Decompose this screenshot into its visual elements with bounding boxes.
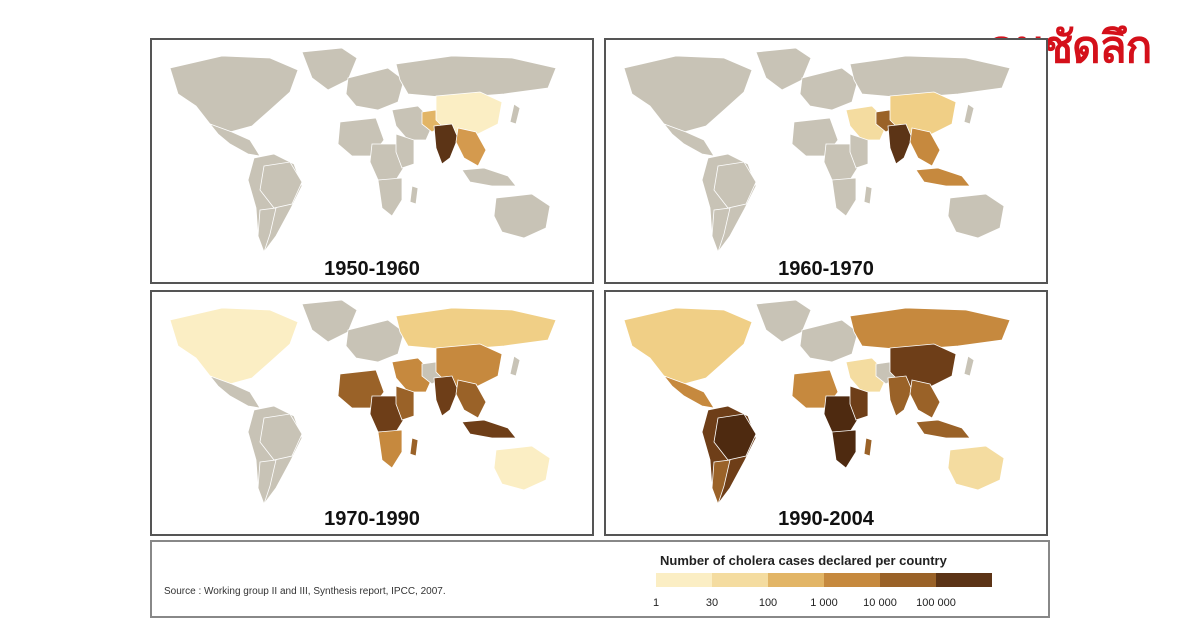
map-panel-1950-1960: 1950-1960 bbox=[150, 38, 594, 284]
region-australia bbox=[493, 445, 551, 491]
region-russia bbox=[395, 55, 557, 99]
region-australia bbox=[493, 193, 551, 239]
region-seasia bbox=[909, 379, 941, 419]
region-argentina bbox=[257, 207, 277, 254]
region-northamerica bbox=[169, 55, 299, 133]
region-japan bbox=[509, 355, 521, 377]
region-russia bbox=[849, 55, 1011, 99]
region-japan bbox=[963, 355, 975, 377]
region-seasia bbox=[455, 127, 487, 167]
region-europe bbox=[799, 67, 859, 111]
region-russia bbox=[395, 307, 557, 351]
region-northamerica bbox=[623, 55, 753, 133]
map-panel-1960-1970: 1960-1970 bbox=[604, 38, 1048, 284]
region-eastafrica bbox=[395, 385, 415, 421]
region-australia bbox=[947, 445, 1005, 491]
legend-swatch bbox=[712, 573, 768, 587]
world-map-1960-1970 bbox=[623, 47, 1011, 254]
region-argentina bbox=[711, 459, 731, 506]
region-northamerica bbox=[169, 307, 299, 385]
period-label: 1990-2004 bbox=[778, 508, 874, 530]
period-label: 1970-1990 bbox=[324, 508, 420, 530]
legend-tick: 10 000 bbox=[863, 597, 897, 609]
region-madagascar bbox=[863, 437, 873, 457]
region-russia bbox=[849, 307, 1011, 351]
legend-tick: 100 000 bbox=[916, 597, 956, 609]
region-brazil bbox=[713, 413, 757, 461]
legend-tick: 100 bbox=[758, 597, 778, 609]
period-label: 1960-1970 bbox=[778, 258, 874, 280]
map-panel-1990-2004: 1990-2004 bbox=[604, 290, 1048, 536]
region-southafrica bbox=[831, 429, 857, 469]
source-note: Source : Working group II and III, Synth… bbox=[164, 586, 446, 597]
legend-swatch bbox=[936, 573, 992, 587]
region-europe bbox=[345, 319, 405, 363]
legend-swatch bbox=[768, 573, 824, 587]
region-madagascar bbox=[863, 185, 873, 205]
region-argentina bbox=[711, 207, 731, 254]
legend-title: Number of cholera cases declared per cou… bbox=[660, 553, 947, 568]
color-ramp bbox=[656, 573, 994, 587]
map-panel-1970-1990: 1970-1990 bbox=[150, 290, 594, 536]
region-indonesia bbox=[461, 419, 517, 439]
region-australia bbox=[947, 193, 1005, 239]
region-japan bbox=[509, 103, 521, 125]
region-eastafrica bbox=[395, 133, 415, 169]
region-india bbox=[433, 123, 459, 165]
legend-tick: 1 bbox=[652, 597, 660, 609]
region-madagascar bbox=[409, 185, 419, 205]
region-mexico bbox=[662, 375, 715, 409]
region-mexico bbox=[208, 123, 261, 157]
region-europe bbox=[799, 319, 859, 363]
world-map-1950-1960 bbox=[169, 47, 557, 254]
region-europe bbox=[345, 67, 405, 111]
legend-swatch bbox=[824, 573, 880, 587]
region-brazil bbox=[259, 413, 303, 461]
region-india bbox=[887, 375, 913, 417]
region-indonesia bbox=[461, 167, 517, 187]
region-brazil bbox=[713, 161, 757, 209]
region-mexico bbox=[208, 375, 261, 409]
region-eastafrica bbox=[849, 133, 869, 169]
region-southafrica bbox=[377, 177, 403, 217]
legend-tick: 30 bbox=[705, 597, 719, 609]
legend-swatch bbox=[880, 573, 936, 587]
region-seasia bbox=[909, 127, 941, 167]
region-indonesia bbox=[915, 419, 971, 439]
region-northamerica bbox=[623, 307, 753, 385]
world-map-1970-1990 bbox=[169, 299, 557, 506]
region-indonesia bbox=[915, 167, 971, 187]
region-southafrica bbox=[831, 177, 857, 217]
region-india bbox=[433, 375, 459, 417]
region-seasia bbox=[455, 379, 487, 419]
region-madagascar bbox=[409, 437, 419, 457]
legend-tick: 1 000 bbox=[810, 597, 838, 609]
period-label: 1950-1960 bbox=[324, 258, 420, 280]
world-map-1990-2004 bbox=[623, 299, 1011, 506]
legend-box: Source : Working group II and III, Synth… bbox=[150, 540, 1050, 618]
region-southafrica bbox=[377, 429, 403, 469]
region-japan bbox=[963, 103, 975, 125]
region-eastafrica bbox=[849, 385, 869, 421]
region-india bbox=[887, 123, 913, 165]
region-mexico bbox=[662, 123, 715, 157]
region-argentina bbox=[257, 459, 277, 506]
legend-swatch bbox=[656, 573, 712, 587]
region-brazil bbox=[259, 161, 303, 209]
